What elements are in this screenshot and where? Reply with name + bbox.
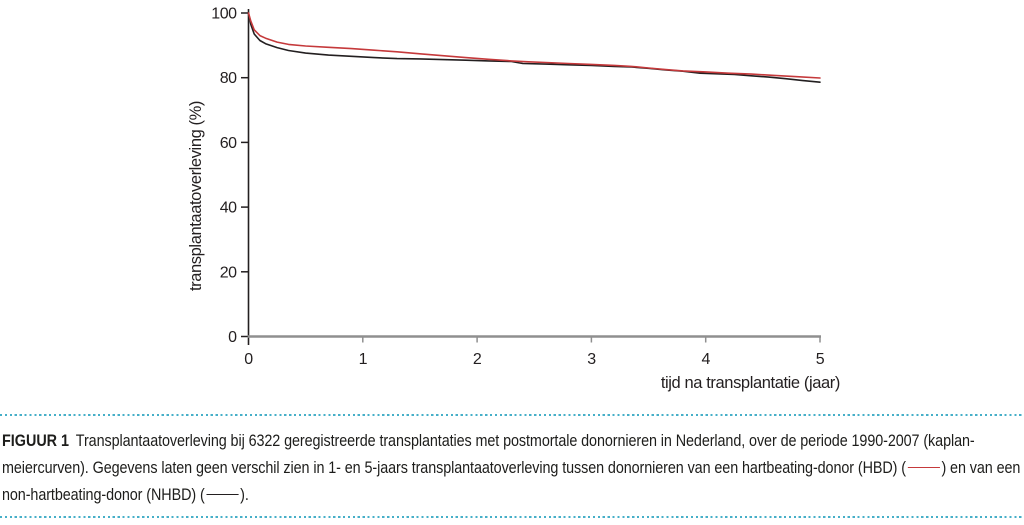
x-tick-label: 4 [701, 351, 710, 368]
x-axis-title: tijd na transplantatie (jaar) [661, 374, 840, 392]
caption-bottom-border [0, 516, 1024, 519]
y-tick-label: 80 [220, 70, 237, 87]
kaplan-meier-figure: 0 20 40 60 80 100 0 1 2 3 4 5 tijd na transplantatie… [187, 6, 840, 393]
x-tick-label: 1 [359, 351, 368, 368]
series-line-nhbd [247, 12, 821, 83]
caption-segment: ) en van een non-hartbeating-donor (NHBD… [2, 458, 1021, 504]
hbd-line-sample-icon [907, 467, 940, 469]
y-tick-label: 0 [228, 329, 237, 346]
kaplan-meier-chart: 0 20 40 60 80 100 0 1 2 3 4 5 tijd na transplantatie… [187, 6, 840, 393]
y-tick-label: 20 [220, 264, 237, 281]
caption-segment: ). [240, 485, 249, 504]
y-tick-label: 60 [220, 135, 237, 152]
y-tick-label: 100 [211, 6, 237, 23]
caption-top-border [0, 414, 1024, 417]
x-tick-label: 0 [244, 351, 253, 368]
series-line-hbd [247, 12, 821, 79]
figure-caption: FIGUUR 1 Transplantaatoverleving bij 6322… [0, 414, 1024, 521]
caption-text: FIGUUR 1 Transplantaatoverleving bij 6322… [2, 427, 1024, 508]
nhbd-line-sample-icon [206, 494, 239, 496]
y-axis-title: transplantaatoverleving (%) [187, 101, 205, 291]
figure-label: FIGUUR 1 [2, 431, 70, 450]
x-tick-label: 5 [816, 351, 825, 368]
caption-body: Transplantaatoverleving bij 6322 geregis… [2, 431, 1020, 504]
x-tick-label: 3 [587, 351, 596, 368]
x-tick-label: 2 [473, 351, 482, 368]
caption-segment: Transplantaatoverleving bij 6322 geregis… [2, 431, 975, 477]
y-tick-label: 40 [220, 200, 237, 217]
